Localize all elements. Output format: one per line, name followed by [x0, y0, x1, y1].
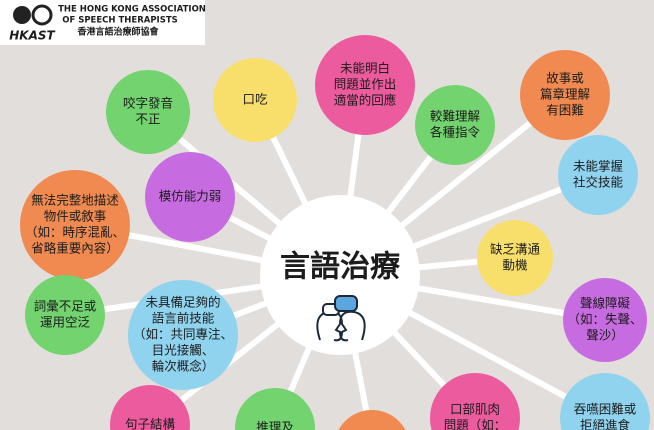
node-circle: [558, 135, 638, 215]
org-name-zh: 香港言語治療師協會: [76, 26, 159, 38]
node-circle: [477, 220, 553, 296]
node-label: 較難理解: [430, 109, 480, 124]
node-circle: [235, 388, 315, 430]
logo-box: HKAST THE HONG KONG ASSOCIATION OF SPEEC…: [0, 0, 206, 45]
logo-text: HKAST: [9, 29, 55, 43]
node-circle: [560, 373, 650, 430]
node-circle: [106, 70, 190, 154]
center-title: 言語治療: [280, 250, 400, 285]
node-circle: [213, 58, 297, 142]
node-circle: [338, 410, 406, 430]
node-label: 輪次概念）: [152, 359, 215, 374]
node-circle: [520, 50, 610, 140]
logo-head: [13, 6, 31, 24]
node-label: 聲沙）: [586, 328, 624, 343]
logo-background: [0, 0, 205, 45]
node-label: 運用空泛: [40, 315, 91, 330]
node-label: 無法完整地描述: [31, 193, 119, 208]
node-label: 省略重要內容）: [31, 241, 119, 256]
node-circle: [563, 278, 647, 362]
node-label: 推理及: [256, 420, 294, 430]
node-circle: [415, 85, 495, 165]
node-circle: [20, 170, 130, 280]
node-label: 故事或: [546, 71, 584, 86]
node-label: 句子結構: [125, 417, 176, 430]
node-label: 適當的回應: [334, 93, 397, 108]
node-label: 詞彙不足或: [34, 299, 97, 314]
node-label: 不正: [135, 112, 160, 127]
node-label: 社交技能: [573, 175, 624, 190]
center-circle: [260, 195, 420, 355]
node-label: 動機: [502, 258, 528, 273]
node-label: 有困難: [546, 103, 584, 118]
org-name: THE HONG KONG ASSOCIATION: [58, 5, 206, 15]
node-label: 拒絕進食: [580, 418, 631, 430]
node-label: （如：時序混亂、: [25, 225, 125, 240]
node-label: 口吃: [242, 92, 268, 107]
node-label: 口部肌肉: [450, 402, 500, 417]
node-label: （如：共同專注、: [133, 327, 233, 342]
node-label: 未能明白: [340, 61, 390, 76]
node-label: 模仿能力弱: [159, 189, 222, 204]
talk-icon: [316, 295, 366, 342]
center-hub: 言語治療: [260, 195, 420, 355]
node-circle: [430, 373, 520, 430]
node-label: 問題（如：: [444, 418, 507, 430]
node-label: 語言前技能: [152, 311, 215, 326]
node-circle: [25, 275, 105, 355]
node-label: 篇章理解: [540, 87, 590, 102]
node-label: 目光接觸、: [152, 343, 215, 358]
node-label: （如：失聲、: [567, 312, 642, 327]
logo-head: [31, 4, 53, 26]
node-label: 咬字發音: [123, 96, 173, 111]
node-circle: [128, 280, 238, 390]
node-label: 聲線障礙: [580, 296, 631, 311]
org-name: OF SPEECH THERAPISTS: [62, 16, 178, 26]
node-label: 未能掌握: [573, 159, 623, 174]
node-circle: [145, 152, 235, 242]
node-label: 各種指令: [430, 125, 481, 140]
node-label: 物件或敘事: [44, 209, 107, 224]
node-circle: [315, 35, 415, 135]
node-circle: [110, 385, 190, 430]
node-label: 問題並作出: [334, 77, 397, 92]
node-label: 未具備足夠的: [145, 295, 220, 310]
node-label: 缺乏溝通: [490, 242, 541, 257]
node-label: 吞嚥困難或: [574, 402, 637, 417]
